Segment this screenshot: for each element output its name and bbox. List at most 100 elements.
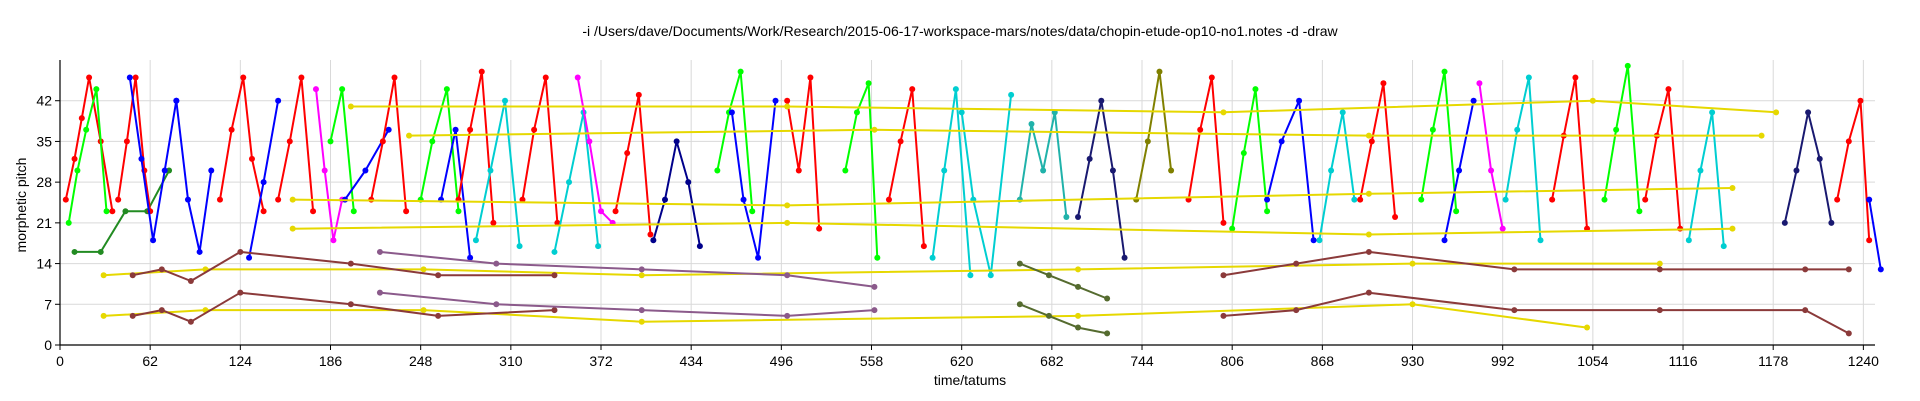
data-point xyxy=(1511,307,1518,314)
data-point xyxy=(1197,126,1204,133)
data-point xyxy=(673,138,680,145)
series-52 xyxy=(100,260,1663,279)
data-point xyxy=(650,237,657,244)
data-point xyxy=(286,138,293,145)
data-point xyxy=(158,266,165,273)
data-point xyxy=(472,237,479,244)
data-point xyxy=(737,68,744,75)
data-point xyxy=(435,272,442,279)
data-point xyxy=(248,155,255,162)
data-point xyxy=(1008,91,1015,98)
x-tick-label: 186 xyxy=(319,353,343,369)
series-line xyxy=(888,88,925,247)
data-point xyxy=(1045,272,1052,279)
data-point xyxy=(260,179,267,186)
y-tick-label: 35 xyxy=(36,133,52,149)
data-point xyxy=(71,155,78,162)
data-point xyxy=(1045,312,1052,319)
data-point xyxy=(1264,196,1271,203)
x-tick-label: 682 xyxy=(1040,353,1064,369)
data-point xyxy=(1845,266,1852,273)
series-24 xyxy=(784,74,823,232)
data-point xyxy=(1729,225,1736,232)
data-point xyxy=(350,208,357,215)
series-line xyxy=(1019,303,1108,335)
data-point xyxy=(1220,272,1227,279)
data-point xyxy=(1642,196,1649,203)
data-point xyxy=(1589,97,1596,104)
data-point xyxy=(391,74,398,81)
series-line xyxy=(1077,99,1126,258)
series-50 xyxy=(289,184,1736,209)
series-58 xyxy=(376,248,878,290)
data-point xyxy=(1086,155,1093,162)
data-point xyxy=(784,103,791,110)
series-line xyxy=(1687,111,1725,247)
series-61 xyxy=(1016,301,1111,337)
series-51 xyxy=(289,219,1736,238)
data-point xyxy=(638,307,645,314)
data-point xyxy=(406,132,413,139)
data-point xyxy=(551,307,558,314)
data-point xyxy=(638,318,645,325)
series-line xyxy=(277,76,315,212)
data-point xyxy=(161,167,168,174)
series-49 xyxy=(406,126,1765,139)
data-point xyxy=(519,196,526,203)
series-line xyxy=(614,93,652,235)
data-point xyxy=(740,196,747,203)
y-tick-label: 28 xyxy=(36,174,52,190)
data-point xyxy=(1316,237,1323,244)
data-point xyxy=(83,126,90,133)
series-48 xyxy=(347,97,1780,116)
data-point xyxy=(635,91,642,98)
data-point xyxy=(1720,243,1727,250)
series-1 xyxy=(65,86,110,226)
data-point xyxy=(1168,167,1175,174)
data-point xyxy=(78,115,85,122)
series-7 xyxy=(246,97,282,261)
data-point xyxy=(638,266,645,273)
series-line xyxy=(132,291,555,323)
data-point xyxy=(1392,214,1399,221)
x-tick-label: 496 xyxy=(770,353,794,369)
data-point xyxy=(1636,208,1643,215)
series-16 xyxy=(472,97,523,250)
data-point xyxy=(100,272,107,279)
series-line xyxy=(716,70,754,212)
series-line xyxy=(175,100,213,253)
data-point xyxy=(1441,237,1448,244)
data-point xyxy=(624,150,631,157)
data-point xyxy=(1220,312,1227,319)
data-point xyxy=(493,260,500,267)
data-point xyxy=(516,243,523,250)
series-group xyxy=(62,62,1884,337)
series-line xyxy=(103,262,1660,277)
data-point xyxy=(275,97,282,104)
data-point xyxy=(1805,109,1812,116)
data-point xyxy=(1409,260,1416,267)
data-point xyxy=(865,80,872,87)
data-point xyxy=(71,248,78,255)
data-point xyxy=(1665,86,1672,93)
series-42 xyxy=(1601,62,1643,215)
data-point xyxy=(1418,196,1425,203)
series-line xyxy=(521,76,559,223)
data-point xyxy=(612,208,619,215)
data-point xyxy=(1845,138,1852,145)
series-line xyxy=(1187,76,1225,223)
x-tick-label: 992 xyxy=(1491,353,1515,369)
data-point xyxy=(487,167,494,174)
data-point xyxy=(1613,126,1620,133)
data-point xyxy=(1845,330,1852,337)
y-tick-label: 7 xyxy=(44,296,52,312)
data-point xyxy=(126,74,133,81)
data-point xyxy=(1121,254,1128,261)
data-point xyxy=(1656,307,1663,314)
data-point xyxy=(429,138,436,145)
data-point xyxy=(452,126,459,133)
data-point xyxy=(1624,62,1631,69)
series-45 xyxy=(1781,109,1835,226)
data-point xyxy=(871,283,878,290)
